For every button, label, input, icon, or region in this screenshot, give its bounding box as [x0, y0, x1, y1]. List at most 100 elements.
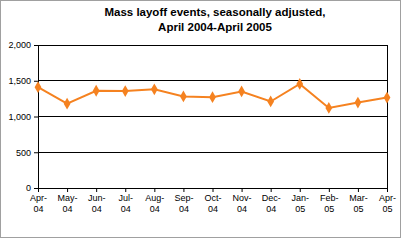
x-tick: Nov-04 — [233, 188, 252, 214]
grid — [38, 45, 387, 188]
x-tick-label-part: 05 — [324, 204, 334, 214]
plot-frame — [38, 45, 387, 188]
subtitle: April 2004-April 2005 — [158, 21, 272, 33]
x-tick-label-part: 04 — [92, 204, 102, 214]
x-tick-mark — [300, 188, 301, 192]
x-tick-label: Mar-05 — [349, 193, 368, 213]
chart: Mass layoff events, seasonally adjusted,… — [0, 0, 401, 238]
marker — [209, 91, 216, 103]
x-tick-label-part: Apr- — [379, 193, 396, 203]
marker — [35, 81, 42, 93]
y-axis-line — [38, 46, 39, 189]
x-tick-label: Oct-04 — [205, 193, 222, 213]
x-tick-label-part: Apr- — [30, 193, 47, 203]
x-tick-label-part: 04 — [63, 204, 73, 214]
x-tick-label: Dec-04 — [262, 193, 281, 213]
x-tick-label-part: 05 — [353, 204, 363, 214]
y-tick-mark — [34, 188, 38, 189]
x-tick-mark — [271, 188, 272, 192]
y-axis: 0 500 1,000 1,500 2,000 — [8, 40, 38, 193]
y-tick: 1,500 — [8, 76, 38, 86]
x-tick-label: Apr-04 — [30, 193, 47, 213]
x-tick-label-part: Dec- — [262, 193, 281, 203]
x-tick-mark — [96, 188, 97, 192]
marker — [64, 98, 71, 110]
x-tick-label: Jul-04 — [118, 193, 133, 213]
grid-line — [38, 152, 387, 153]
x-tick: Sep-04 — [174, 188, 193, 214]
x-tick-label: Sep-04 — [174, 193, 193, 213]
y-tick: 500 — [16, 148, 38, 158]
y-tick-label: 0 — [26, 183, 31, 193]
x-tick-mark — [125, 188, 126, 192]
x-tick-mark — [329, 188, 330, 192]
marker — [296, 78, 303, 90]
marker — [325, 102, 332, 114]
marker — [267, 96, 274, 108]
x-tick-label-part: 04 — [266, 204, 276, 214]
x-tick: May-04 — [58, 188, 78, 214]
x-tick-label-part: Oct- — [205, 193, 222, 203]
plot: 05001,0001,5002,000Apr-04May-04Jun-04Jul… — [8, 40, 396, 213]
x-tick: Jul-04 — [118, 188, 133, 214]
x-tick-mark — [242, 188, 243, 192]
x-tick-label-part: Mar- — [349, 193, 368, 203]
grid-line — [38, 116, 387, 117]
grid-line — [38, 80, 387, 81]
x-tick: Jan-05 — [291, 188, 309, 214]
x-tick: Oct-04 — [205, 188, 222, 214]
x-tick-label-part: 04 — [33, 204, 43, 214]
x-tick: Mar-05 — [349, 188, 368, 214]
y-tick-mark — [34, 152, 38, 153]
x-tick-label: Aug-04 — [145, 193, 164, 213]
series — [35, 78, 391, 114]
x-tick-mark — [154, 188, 155, 192]
x-tick-label: Jun-04 — [88, 193, 106, 213]
x-tick-label: Apr-05 — [379, 193, 396, 213]
marker — [238, 86, 245, 98]
x-tick-mark — [183, 188, 184, 192]
marker — [151, 83, 158, 95]
x-tick-label-part: Sep- — [174, 193, 193, 203]
x-tick-label-part: 04 — [237, 204, 247, 214]
x-tick-label-part: 04 — [179, 204, 189, 214]
x-tick: Feb-05 — [320, 188, 339, 214]
x-tick-label-part: Jul- — [118, 193, 133, 203]
x-tick-label: Feb-05 — [320, 193, 339, 213]
x-tick-mark — [213, 188, 214, 192]
marker — [355, 97, 362, 109]
x-tick-label: Jan-05 — [291, 193, 309, 213]
title: Mass layoff events, seasonally adjusted, — [104, 6, 325, 18]
x-tick-label-part: Jan- — [291, 193, 309, 203]
x-tick-label-part: Aug- — [145, 193, 164, 203]
x-tick-mark — [387, 188, 388, 192]
y-tick-mark — [34, 81, 38, 82]
x-tick-label-part: Feb- — [320, 193, 339, 203]
line — [38, 84, 387, 108]
x-tick-label-part: 05 — [382, 204, 392, 214]
x-tick-mark — [358, 188, 359, 192]
y-tick-mark — [34, 117, 38, 118]
x-tick: Apr-04 — [30, 188, 47, 214]
x-tick-label-part: 04 — [150, 204, 160, 214]
y-tick: 0 — [26, 183, 38, 193]
x-tick: Aug-04 — [145, 188, 164, 214]
y-tick-label: 2,000 — [8, 40, 31, 50]
x-tick-label-part: Jun- — [88, 193, 106, 203]
y-tick-label: 1,000 — [8, 112, 31, 122]
marker — [384, 92, 391, 104]
x-tick-label-part: 05 — [295, 204, 305, 214]
x-tick-label-part: 04 — [208, 204, 218, 214]
y-tick-label: 1,500 — [8, 76, 31, 86]
x-tick-label: Nov-04 — [233, 193, 252, 213]
x-axis: Apr-04May-04Jun-04Jul-04Aug-04Sep-04Oct-… — [30, 188, 396, 214]
x-tick-label: May-04 — [58, 193, 78, 213]
marker — [122, 85, 129, 97]
x-tick-mark — [67, 188, 68, 192]
marker — [180, 91, 187, 103]
x-tick: Jun-04 — [88, 188, 106, 214]
x-tick: Dec-04 — [262, 188, 281, 214]
x-tick-mark — [38, 188, 39, 192]
background — [1, 1, 401, 238]
x-tick: Apr-05 — [379, 188, 396, 214]
